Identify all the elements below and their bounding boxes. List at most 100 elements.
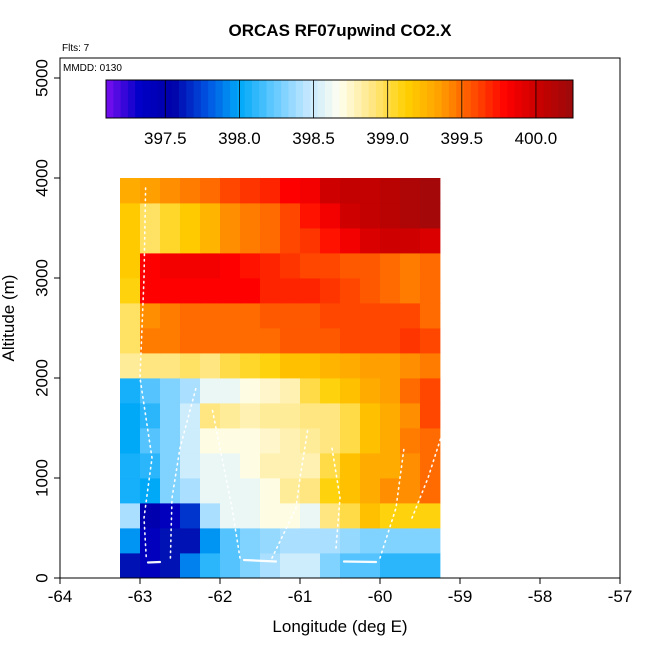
x-tick-label: -60 [368,587,393,606]
heatmap-cell [320,228,341,254]
heatmap-cell [400,453,421,479]
x-tick-label: -64 [48,587,73,606]
heatmap-cell [340,328,361,354]
heatmap-cell [380,328,401,354]
heatmap-cell [320,553,341,579]
heatmap-cell [180,528,201,554]
y-tick-label: 4000 [33,159,52,197]
heatmap-cell [420,553,441,579]
heatmap-cell [120,228,141,254]
heatmap-cell [140,453,161,479]
heatmap-cell [300,428,321,454]
heatmap-cell [220,253,241,279]
colorbar-swatch [208,80,216,118]
heatmap-cell [140,353,161,379]
heatmap-cell [340,203,361,229]
heatmap-cell [380,253,401,279]
colorbar-swatch [113,80,122,118]
heatmap-cell [240,478,261,504]
heatmap-cell [180,203,201,229]
heatmap-cell [180,253,201,279]
heatmap-cell [340,228,361,254]
heatmap-cell [380,428,401,454]
colorbar-swatch [295,80,304,118]
heatmap-cell [260,278,281,304]
heatmap-cell [240,178,261,204]
colorbar-swatch [106,80,114,118]
heatmap-cell [320,503,341,529]
colorbar-swatch [303,80,311,118]
heatmap-cell [200,228,221,254]
heatmap-cell [280,253,301,279]
heatmap-cell [340,478,361,504]
heatmap-cell [120,553,141,579]
heatmap-cell [340,428,361,454]
heatmap-cell [120,403,141,429]
heatmap-cell [360,178,381,204]
heatmap-cell [380,278,401,304]
heatmap-cell [420,478,441,504]
heatmap-cell [320,428,341,454]
colorbar-swatch [266,80,275,118]
heatmap-cell [340,378,361,404]
heatmap-cell [220,453,241,479]
colorbar-swatch [536,80,545,118]
heatmap-cell [380,203,401,229]
heatmap-cell [400,203,421,229]
colorbar-swatch [485,80,494,118]
heatmap-cell [180,378,201,404]
y-tick-label: 0 [33,573,52,582]
colorbar-tick-label: 399.5 [441,129,484,148]
heatmap-cell [220,378,241,404]
y-tick-label: 2000 [33,359,52,397]
heatmap-cell [240,528,261,554]
colorbar-swatch [171,80,180,118]
colorbar-swatch [565,80,574,118]
heatmap-cell [140,178,161,204]
colorbar-swatch [332,80,340,118]
heatmap-cell [240,328,261,354]
heatmap-cell [200,453,221,479]
heatmap-cell [200,178,221,204]
heatmap-cell [160,303,181,329]
colorbar-swatch [478,80,486,118]
x-tick-label: -57 [608,587,633,606]
heatmap-cell [400,228,421,254]
flight-track-segment [411,387,457,519]
heatmap-cell [340,353,361,379]
colorbar-swatch [259,80,268,118]
flight-track-segment [211,407,241,559]
heatmap-cell [400,528,421,554]
colorbar-swatch [354,80,362,118]
heatmap-cell [140,253,161,279]
heatmap-cell [420,278,441,304]
heatmap-cell [180,453,201,479]
heatmap-cell [300,378,321,404]
colorbar-swatch [412,80,421,118]
heatmap-cell [240,303,261,329]
heatmap-cell [280,403,301,429]
heatmap-cell [220,228,241,254]
colorbar-swatch [178,80,187,118]
colorbar-swatch [149,80,158,118]
heatmap-cell [400,178,421,204]
heatmap-cell [120,428,141,454]
colorbar-swatch [281,80,289,118]
heatmap-cell [320,378,341,404]
heatmap-cell [400,278,421,304]
heatmap-cell [200,353,221,379]
heatmap-cell [360,553,381,579]
heatmap-cell [380,403,401,429]
heatmap-cell [300,203,321,229]
heatmap-cell [120,278,141,304]
heatmap-cell [200,378,221,404]
heatmap-cell [400,328,421,354]
heatmap-cell [360,453,381,479]
colorbar-swatch [222,80,231,118]
heatmap-cell [140,228,161,254]
heatmap-cell [180,228,201,254]
colorbar-swatch [237,80,246,118]
heatmap-cell [280,378,301,404]
colorbar-swatch [164,80,173,118]
plot-frame [59,57,621,579]
